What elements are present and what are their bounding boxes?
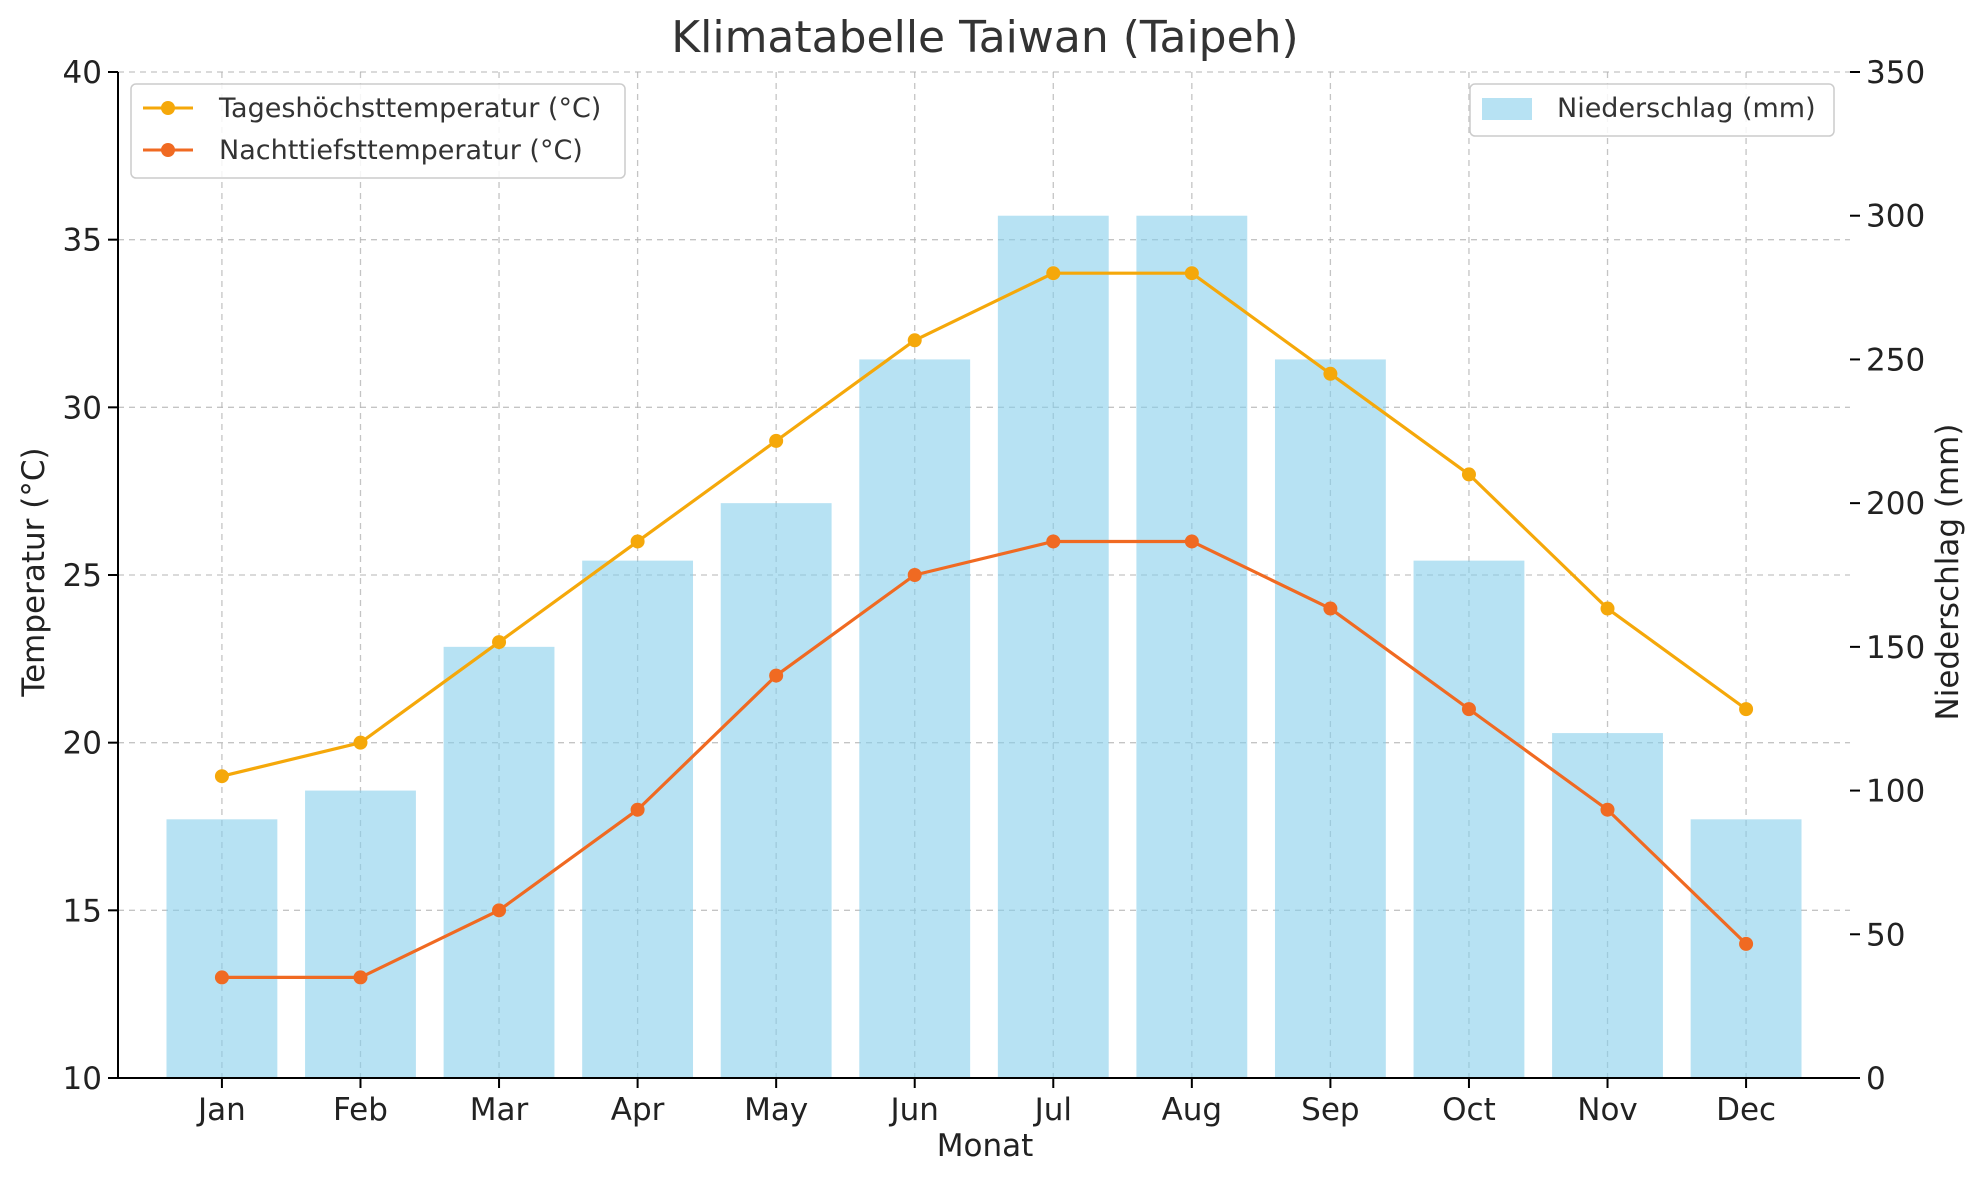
precipitation-bar	[997, 215, 1109, 1078]
left-tick-label: 35	[63, 223, 102, 259]
high-temp-point	[1461, 467, 1476, 482]
right-tick-label: 250	[1866, 342, 1925, 378]
high-temp-point	[492, 635, 507, 650]
right-tick-label: 300	[1866, 199, 1925, 235]
legend-temperature-frame	[130, 83, 626, 179]
x-tick-label: May	[744, 1092, 808, 1128]
low-temp-point	[907, 568, 922, 582]
right-tick-label: 0	[1866, 1061, 1886, 1097]
high-temp-point	[769, 433, 784, 448]
right-tick-label: 350	[1866, 55, 1925, 91]
precipitation-bar	[1413, 560, 1525, 1078]
x-tick-label: Feb	[333, 1092, 388, 1128]
precipitation-bar	[859, 359, 971, 1078]
high-temp-point	[1184, 266, 1199, 281]
low-temp-point	[1184, 534, 1199, 549]
left-tick-label: 25	[63, 558, 102, 594]
low-temp-point	[1323, 601, 1338, 616]
low-temp-point	[1739, 936, 1754, 951]
legend-precipitation-frame	[1469, 83, 1835, 137]
legend-low-label: Nachttiefsttemperatur (°C)	[219, 135, 583, 166]
x-tick-label: Jun	[889, 1092, 939, 1128]
left-tick-label: 40	[63, 55, 102, 91]
x-tick-label: Sep	[1301, 1092, 1359, 1128]
high-temp-point	[907, 333, 922, 348]
x-tick-label: Dec	[1716, 1092, 1776, 1128]
high-temp-point	[630, 534, 645, 549]
left-tick-label: 30	[63, 390, 102, 426]
x-tick-label: Jan	[196, 1092, 246, 1128]
legend-low-swatch-marker	[161, 143, 175, 157]
x-tick-label: Oct	[1442, 1092, 1496, 1128]
high-temp-point	[1739, 702, 1754, 717]
right-y-axis-label: Niederschlag (mm)	[1930, 424, 1966, 721]
precipitation-bar	[720, 503, 832, 1079]
precipitation-bar	[305, 790, 416, 1078]
legend-precipitation-swatch	[1482, 98, 1532, 120]
precipitation-bar	[443, 646, 555, 1078]
tick-labels: 10 15 20 25 30 35 40 0 50 100 150 200 250 300 350 Jan Fe…	[63, 55, 1926, 1128]
x-tick-label: Aug	[1162, 1092, 1223, 1128]
left-y-axis-label: Temperatur (°C)	[16, 447, 52, 697]
high-temp-point	[1323, 366, 1338, 381]
legend-precipitation: Niederschlag (mm)	[1469, 83, 1835, 137]
precipitation-bar	[1274, 359, 1386, 1078]
x-tick-label: Apr	[611, 1092, 665, 1128]
legend-high-label: Tageshöchsttemperatur (°C)	[218, 93, 601, 124]
low-temp-point	[769, 668, 784, 683]
temperature-lines	[214, 266, 1754, 985]
high-temp-point	[1046, 266, 1061, 281]
chart-title: Klimatabelle Taiwan (Taipeh)	[671, 12, 1298, 63]
high-temp-point	[353, 735, 368, 750]
right-tick-label: 100	[1866, 774, 1925, 810]
x-tick-label: Nov	[1577, 1092, 1638, 1128]
high-temp-line	[221, 271, 1748, 778]
x-tick-label: Jul	[1033, 1092, 1072, 1128]
high-temp-point	[1600, 601, 1615, 616]
low-temp-point	[630, 802, 645, 817]
low-temp-line	[221, 539, 1748, 980]
precipitation-bar	[582, 560, 694, 1078]
legend-precipitation-label: Niederschlag (mm)	[1557, 93, 1816, 124]
low-temp-point	[1461, 702, 1476, 717]
right-tick-label: 150	[1866, 630, 1925, 666]
left-tick-label: 20	[63, 726, 102, 762]
precipitation-bar	[1552, 733, 1663, 1078]
precipitation-bars	[166, 215, 1802, 1079]
axes	[108, 71, 1860, 1088]
left-tick-label: 10	[63, 1061, 102, 1097]
low-temp-point	[214, 970, 229, 985]
left-tick-label: 15	[63, 893, 102, 929]
legend-high-swatch-marker	[161, 101, 175, 115]
legend-temperature: Tageshöchsttemperatur (°C) Nachttiefstte…	[130, 83, 626, 179]
right-tick-label: 50	[1866, 917, 1905, 953]
precipitation-bar	[1136, 215, 1248, 1078]
right-tick-label: 200	[1866, 486, 1925, 522]
low-temp-point	[353, 970, 368, 985]
x-tick-label: Mar	[470, 1092, 529, 1128]
precipitation-bar	[166, 819, 278, 1078]
low-temp-point	[1046, 534, 1061, 549]
x-axis-label: Monat	[937, 1128, 1034, 1164]
low-temp-point	[1600, 802, 1615, 817]
low-temp-point	[492, 903, 507, 918]
high-temp-point	[214, 769, 229, 784]
